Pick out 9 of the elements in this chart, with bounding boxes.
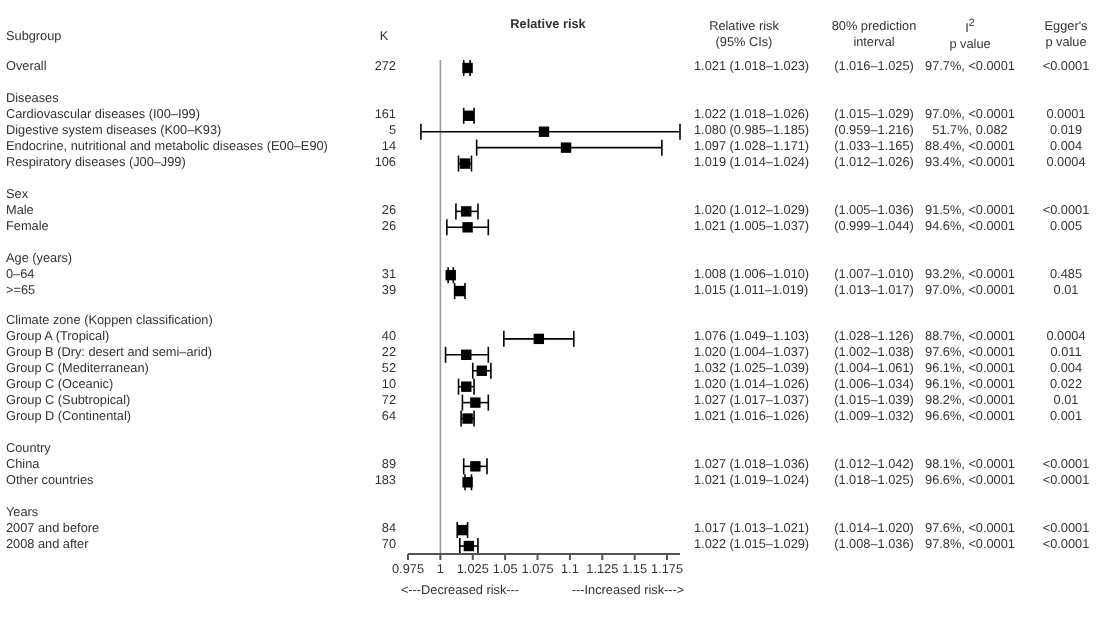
point <box>538 126 550 137</box>
point <box>560 142 572 153</box>
point <box>470 397 481 408</box>
point <box>470 461 481 472</box>
point <box>462 62 473 74</box>
point <box>461 349 472 361</box>
point <box>462 222 473 233</box>
point <box>533 333 545 345</box>
point <box>461 206 472 217</box>
